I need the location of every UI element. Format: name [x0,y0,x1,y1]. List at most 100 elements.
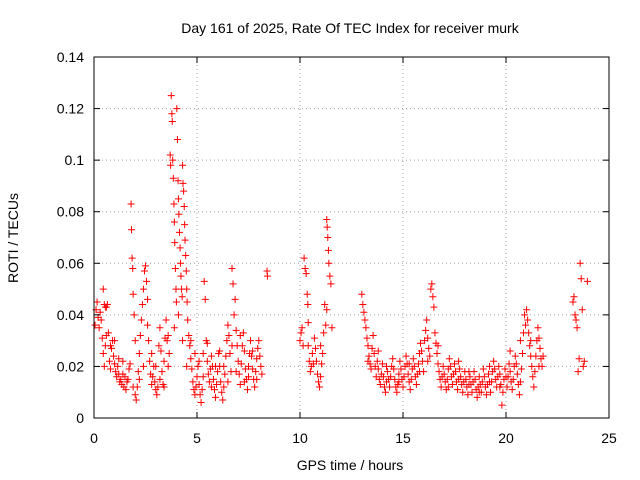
data-point [201,295,209,303]
data-point [127,200,135,208]
data-point [127,226,135,234]
data-point [473,393,481,401]
data-point [454,386,462,394]
data-point [430,303,438,311]
data-point [187,355,195,363]
data-point [132,396,140,404]
data-point [452,368,460,376]
data-point [114,362,122,370]
chart-title: Day 161 of 2025, Rate Of TEC Index for r… [181,20,519,36]
data-point [361,316,369,324]
data-point [522,321,530,329]
data-point [384,368,392,376]
data-point [175,210,183,218]
y-tick-label: 0.12 [57,101,84,117]
data-point [256,352,264,360]
data-point [171,239,179,247]
data-point [433,350,441,358]
data-point [364,342,372,350]
data-point [181,221,189,229]
data-point [184,316,192,324]
data-point [318,360,326,368]
data-point [310,334,318,342]
data-point [176,244,184,252]
data-point [298,324,306,332]
data-point [138,301,146,309]
data-point [451,360,458,368]
data-point [231,295,239,303]
data-point [504,373,512,381]
data-point [572,316,580,324]
data-point [395,370,403,378]
data-point [100,362,108,370]
data-point [146,357,154,365]
data-point [577,275,585,283]
data-point [306,368,314,376]
data-point [226,350,234,358]
data-point [517,365,525,373]
data-point [183,362,191,370]
data-point [323,223,331,231]
data-point [93,298,101,306]
data-point [126,360,134,368]
data-point [240,378,248,386]
data-point [446,362,454,370]
data-point [255,337,263,345]
data-point [397,365,405,373]
data-point [573,324,581,332]
data-point [579,362,587,370]
data-point [213,380,221,388]
data-point [303,290,311,298]
data-point [103,301,111,309]
data-point [427,285,435,293]
data-point [415,368,423,376]
data-point [373,357,381,365]
data-point [511,352,519,360]
data-point [407,375,415,383]
data-point [189,378,197,386]
data-point [252,368,260,376]
data-point [179,161,187,169]
data-point [169,156,177,164]
data-point [207,383,215,391]
data-point [383,362,391,370]
data-point [222,352,230,360]
data-point [527,337,535,345]
data-point [119,357,127,365]
x-tick-label: 5 [193,430,201,446]
data-point [152,362,160,370]
data-point [173,136,181,144]
data-point [91,321,99,329]
data-point [197,399,205,407]
data-point [475,388,483,396]
data-point [165,350,173,358]
y-axis-ticks: 0 0.02 0.04 0.06 0.08 0.1 0.12 0.14 [57,49,609,426]
data-point [323,215,331,223]
data-point [536,344,544,352]
data-point [170,200,178,208]
data-point [326,272,334,280]
data-point [257,362,265,370]
data-point [195,380,203,388]
data-point [457,373,465,381]
data-point [154,383,162,391]
data-point [417,339,425,347]
data-point [396,357,404,365]
data-point [518,350,526,358]
data-point [96,308,104,316]
data-point [512,360,520,368]
data-point [480,373,488,381]
data-point [391,375,399,383]
data-point [199,373,207,381]
data-point [374,347,382,355]
data-point [412,380,420,388]
data-point [327,280,335,288]
data-point [495,362,503,370]
data-point [311,344,319,352]
data-point [486,362,494,370]
data-point [466,373,474,381]
data-point [524,316,532,324]
plot-frame [93,56,610,419]
data-point [104,329,112,337]
data-point [240,347,248,355]
